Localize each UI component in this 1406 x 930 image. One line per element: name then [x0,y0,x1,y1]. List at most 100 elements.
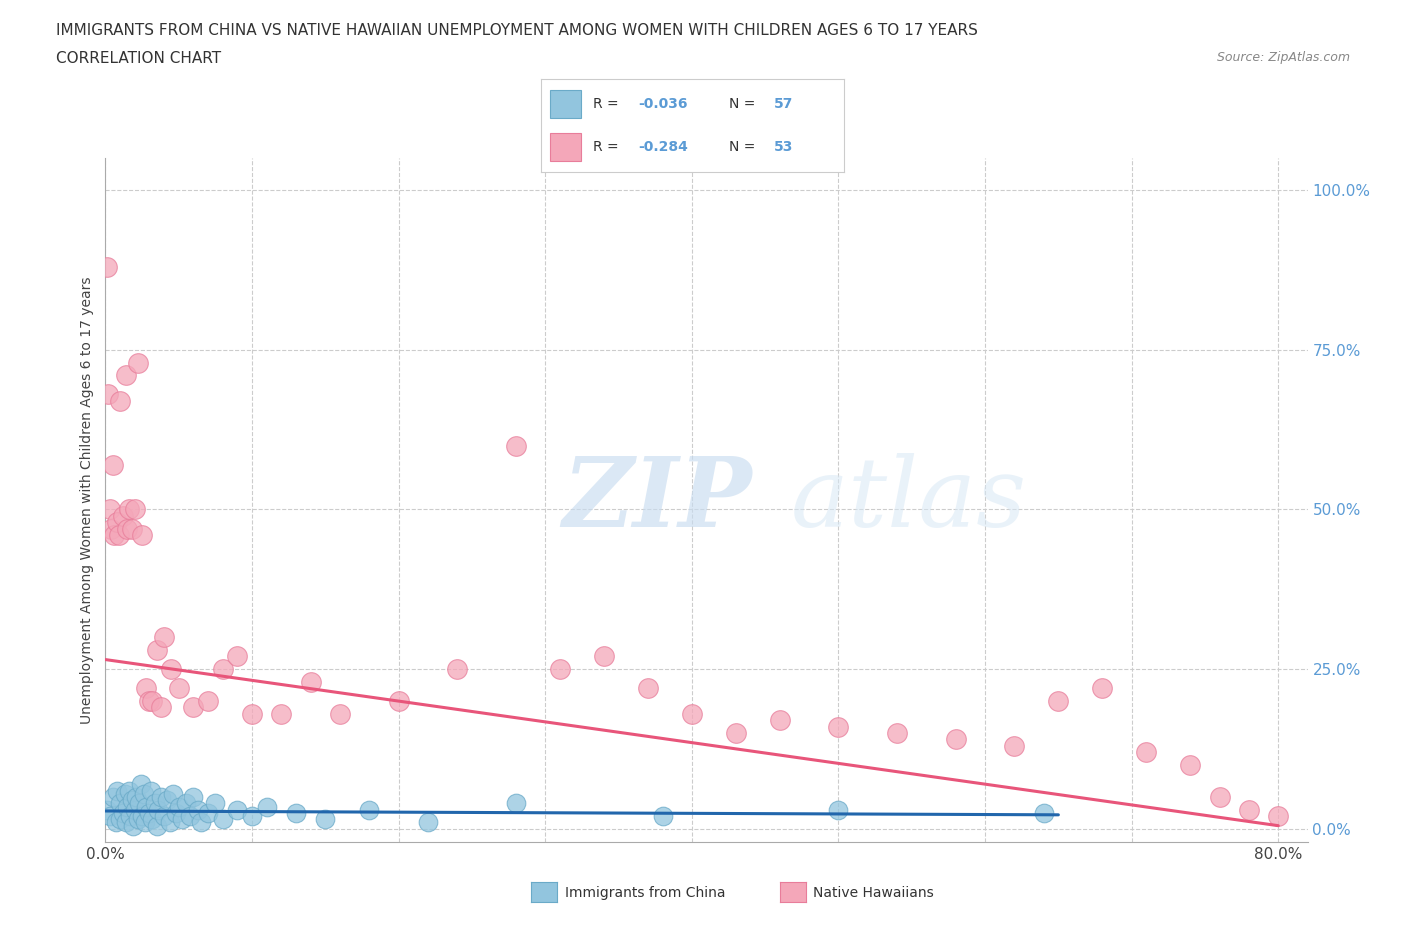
Point [118,502,141,517]
Point [256,799,278,814]
Point [329,707,352,722]
Point [1135,745,1157,760]
Text: -0.284: -0.284 [638,140,688,154]
Point [134,815,156,830]
Point [139,783,162,798]
Point [190,815,212,830]
Point [593,649,616,664]
Point [108,393,131,408]
Point [165,805,187,820]
Point [1002,738,1025,753]
Point [112,805,135,820]
Point [1237,803,1260,817]
Point [1032,805,1054,820]
Point [128,796,150,811]
Text: N =: N = [728,140,759,154]
Point [197,805,219,820]
Point [150,700,173,715]
Point [114,786,136,801]
Point [1208,790,1230,804]
Point [183,790,205,804]
Point [156,792,179,807]
Point [145,643,167,658]
Text: 57: 57 [775,97,793,112]
Text: -0.036: -0.036 [638,97,688,112]
Point [1091,681,1114,696]
Point [170,812,193,827]
Point [769,712,792,727]
Point [108,812,131,827]
Point [124,502,146,517]
Point [103,527,125,542]
Point [121,521,143,536]
Point [314,812,336,827]
Point [388,694,411,709]
Point [117,521,139,536]
Point [159,815,181,830]
Text: R =: R = [593,140,623,154]
Text: Immigrants from China: Immigrants from China [565,885,725,900]
Point [97,387,120,402]
Point [150,790,173,804]
Point [226,649,249,664]
Point [153,809,176,824]
Point [204,796,226,811]
Point [167,799,190,814]
Point [548,662,571,677]
Point [141,694,163,709]
Point [115,815,138,830]
Y-axis label: Unemployment Among Women with Children Ages 6 to 17 years: Unemployment Among Women with Children A… [80,276,94,724]
Point [131,809,153,824]
Text: Source: ZipAtlas.com: Source: ZipAtlas.com [1216,51,1350,64]
Text: R =: R = [593,97,623,112]
Point [143,796,166,811]
Point [96,803,118,817]
Point [240,809,263,824]
Point [124,803,146,817]
Text: Native Hawaiians: Native Hawaiians [813,885,934,900]
Point [1047,694,1070,709]
Point [1267,809,1289,824]
Point [135,681,157,696]
Point [174,796,197,811]
Point [160,662,183,677]
Point [226,803,249,817]
Point [145,818,167,833]
Point [211,662,233,677]
Point [117,799,139,814]
Point [98,809,121,824]
Point [179,809,201,824]
Point [127,355,149,370]
Point [105,515,128,530]
Point [446,662,468,677]
Point [125,790,148,804]
Point [505,438,527,453]
Text: 53: 53 [775,140,793,154]
Point [183,700,205,715]
Point [129,777,152,791]
Point [104,815,127,830]
FancyBboxPatch shape [550,90,581,118]
Text: N =: N = [728,97,759,112]
Point [299,674,322,689]
Point [359,803,381,817]
Point [886,725,908,740]
FancyBboxPatch shape [550,133,581,161]
Point [153,630,176,644]
Point [122,818,145,833]
Point [98,502,121,517]
Point [120,809,142,824]
Point [416,815,439,830]
Point [945,732,967,747]
Point [637,681,659,696]
Point [285,805,308,820]
Point [96,259,118,274]
Point [138,694,160,709]
Point [141,812,163,827]
Point [118,783,141,798]
Point [135,799,157,814]
Point [681,707,703,722]
Point [115,368,138,383]
Point [148,803,170,817]
Text: ZIP: ZIP [562,453,752,547]
